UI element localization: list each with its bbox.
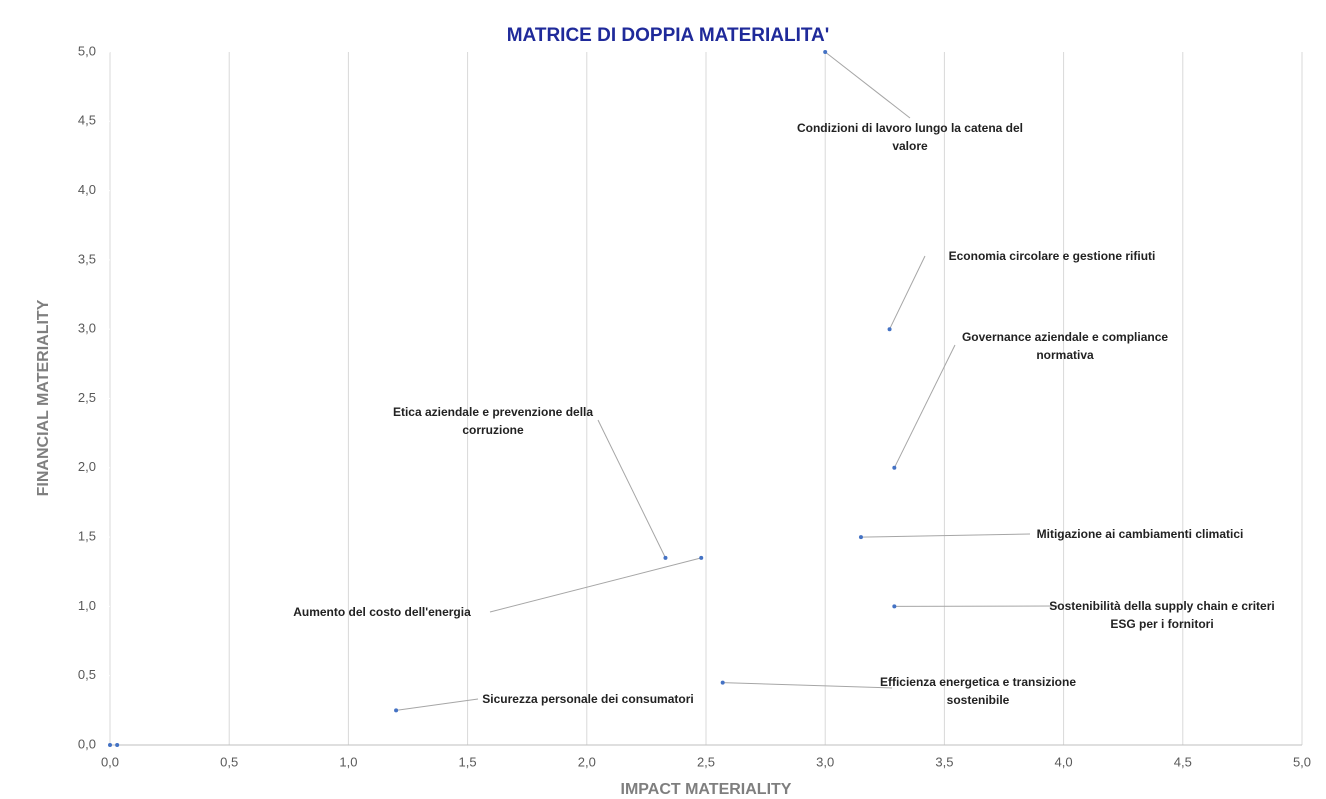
point-label: Etica aziendale e prevenzione della corr… xyxy=(392,405,594,437)
leader-line xyxy=(824,51,911,119)
leader-line xyxy=(860,533,1031,538)
point-label: Sostenibilità della supply chain e crite… xyxy=(1049,599,1275,631)
x-tick-label: 3,5 xyxy=(935,754,953,769)
y-tick-label: 3,0 xyxy=(78,321,96,336)
y-tick-label: 3,5 xyxy=(78,251,96,266)
point-label: Sicurezza personale dei consumatori xyxy=(482,692,694,706)
x-tick-label: 1,0 xyxy=(339,754,357,769)
y-axis-title: FINANCIAL MATERIALITY xyxy=(35,299,52,496)
point-label: Efficienza energetica e transizione sost… xyxy=(879,675,1077,707)
x-tick-label: 4,5 xyxy=(1174,754,1192,769)
point xyxy=(108,743,112,747)
x-tick-label: 5,0 xyxy=(1293,754,1311,769)
x-tick-label: 2,5 xyxy=(697,754,715,769)
x-tick-label: 0,5 xyxy=(220,754,238,769)
y-tick-label: 5,0 xyxy=(78,43,96,58)
point-label: Condizioni di lavoro lungo la catena del… xyxy=(796,121,1024,153)
point xyxy=(887,327,892,332)
point-label: Aumento del costo dell'energia xyxy=(293,605,471,619)
leader-line xyxy=(893,344,956,469)
leader-line xyxy=(722,682,893,689)
point xyxy=(699,555,704,560)
x-axis-title: IMPACT MATERIALITY xyxy=(621,781,792,798)
point xyxy=(823,50,828,54)
x-tick-label: 1,5 xyxy=(459,754,477,769)
point xyxy=(720,680,725,685)
point xyxy=(663,555,668,560)
point xyxy=(892,604,897,609)
x-tick-label: 3,0 xyxy=(816,754,834,769)
point xyxy=(892,465,897,470)
point xyxy=(394,708,399,713)
y-tick-label: 4,0 xyxy=(78,182,96,197)
y-tick-label: 2,5 xyxy=(78,390,96,405)
leader-line xyxy=(889,255,926,330)
leader-line xyxy=(597,419,666,559)
y-tick-label: 2,0 xyxy=(78,459,96,474)
y-tick-label: 0,5 xyxy=(78,667,96,682)
y-tick-label: 0,0 xyxy=(78,736,96,751)
point-label: Economia circolare e gestione rifiuti xyxy=(948,249,1156,263)
point-label: Governance aziendale e compliance normat… xyxy=(961,330,1169,362)
y-tick-label: 4,5 xyxy=(78,113,96,128)
x-tick-label: 0,0 xyxy=(101,754,119,769)
x-tick-label: 2,0 xyxy=(578,754,596,769)
point xyxy=(115,743,120,747)
y-tick-label: 1,5 xyxy=(78,529,96,544)
x-tick-label: 4,0 xyxy=(1055,754,1073,769)
point xyxy=(858,535,863,540)
y-tick-label: 1,0 xyxy=(78,598,96,613)
point-label: Mitigazione ai cambiamenti climatici xyxy=(1036,527,1244,541)
leader-line xyxy=(489,557,702,613)
chart-title: MATRICE DI DOPPIA MATERIALITA' xyxy=(507,25,830,46)
leader-line xyxy=(396,698,479,711)
